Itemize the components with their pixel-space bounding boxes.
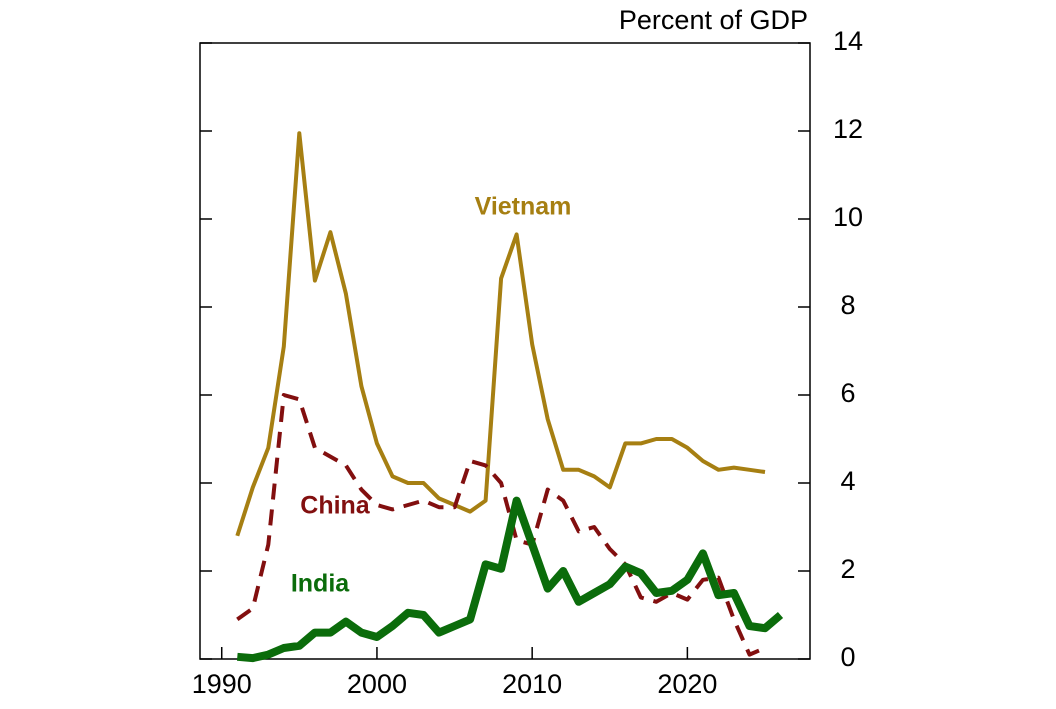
series-label: India: [291, 570, 350, 598]
series-line: [236, 496, 784, 663]
x-tick-label: 1990: [192, 669, 252, 699]
series-label: Vietnam: [475, 193, 572, 221]
x-tick-label: 2000: [347, 669, 407, 699]
y-tick-label: 10: [833, 202, 863, 232]
series-label: China: [300, 492, 371, 520]
series-line: [236, 393, 766, 657]
y-tick-label: 6: [840, 378, 855, 408]
plot-frame: [199, 42, 811, 660]
y-tick-label: 4: [840, 466, 855, 496]
y-tick-label: 8: [840, 290, 855, 320]
y-tick-label: 0: [840, 642, 855, 672]
y-tick-label: 12: [833, 114, 863, 144]
y-tick-label: 2: [840, 554, 855, 584]
x-tick-label: 2010: [502, 669, 562, 699]
y-tick-label: 14: [833, 26, 863, 56]
y-axis-label: Percent of GDP: [619, 5, 808, 35]
series-line: [235, 131, 766, 537]
x-tick-label: 2020: [657, 669, 717, 699]
